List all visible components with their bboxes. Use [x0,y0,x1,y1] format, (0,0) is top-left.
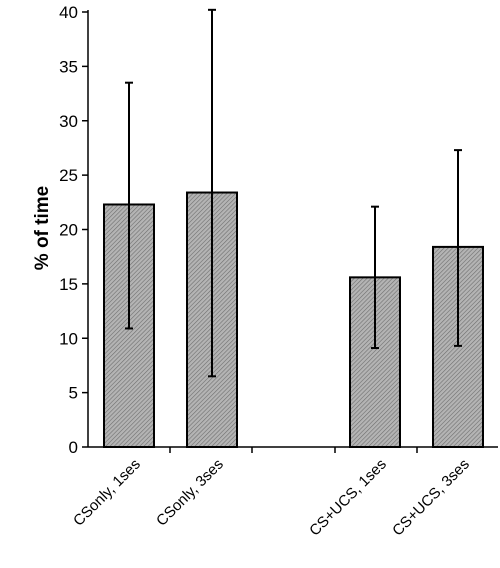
y-tick-label-0: 0 [69,438,78,457]
y-tick-label-15: 15 [59,275,78,294]
y-tick-label-20: 20 [59,221,78,240]
bar-4 [432,245,484,448]
category-label-1: CSonly, 1ses [70,456,144,530]
bars-layer [103,191,484,448]
y-tick-label-35: 35 [59,57,78,76]
y-axis-title: % of time [32,186,53,270]
category-label-4: CS+UCS, 3ses [389,456,473,540]
y-tick-label-25: 25 [59,166,78,185]
y-tick-label-5: 5 [69,384,78,403]
category-label-3: CS+UCS, 1ses [306,456,390,540]
error-bars-layer [125,8,462,378]
y-tick-label-10: 10 [59,329,78,348]
y-tick-label-40: 40 [59,3,78,22]
category-label-2: CSonly, 3ses [153,456,227,530]
y-tick-label-30: 30 [59,112,78,131]
